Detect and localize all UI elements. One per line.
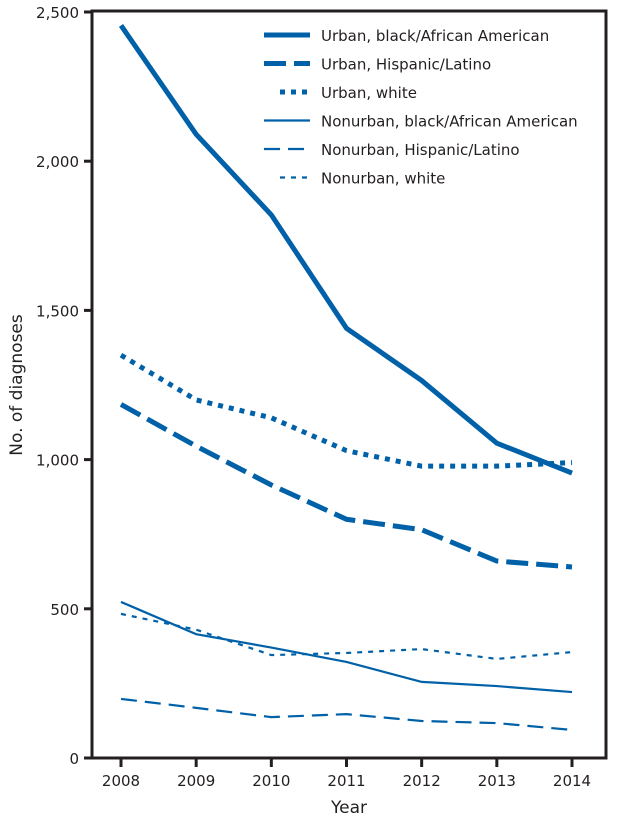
x-tick-label: 2012 (403, 772, 441, 790)
y-tick-label: 500 (50, 601, 79, 619)
y-tick-label: 0 (69, 750, 79, 768)
x-tick-label: 2011 (327, 772, 365, 790)
x-tick-label: 2008 (102, 772, 140, 790)
legend-label: Urban, white (321, 84, 417, 102)
y-tick-label: 1,500 (36, 302, 79, 320)
plot-frame (90, 9, 608, 760)
y-tick-label: 2,000 (36, 153, 79, 171)
series-line-5 (120, 697, 573, 732)
y-axis-label: No. of diagnoses (7, 314, 27, 456)
y-tick-label: 2,500 (36, 4, 79, 22)
legend-label: Nonurban, black/African American (321, 113, 578, 131)
series-line-2 (119, 402, 573, 570)
x-tick-label: 2010 (252, 772, 290, 790)
x-tick-label: 2013 (478, 772, 516, 790)
legend-label: Nonurban, white (321, 170, 445, 188)
legend-label: Nonurban, Hispanic/Latino (321, 141, 520, 159)
x-axis-label: Year (330, 798, 367, 818)
x-tick-label: 2009 (177, 772, 215, 790)
series-line-1 (118, 24, 573, 476)
x-tick-label: 2014 (553, 772, 591, 790)
series-line-6 (120, 612, 573, 661)
series-line-4 (120, 600, 573, 694)
y-tick-label: 1,000 (36, 452, 79, 470)
legend-label: Urban, Hispanic/Latino (321, 56, 491, 74)
series-line-3 (119, 353, 573, 469)
legend-label: Urban, black/African American (321, 27, 549, 45)
